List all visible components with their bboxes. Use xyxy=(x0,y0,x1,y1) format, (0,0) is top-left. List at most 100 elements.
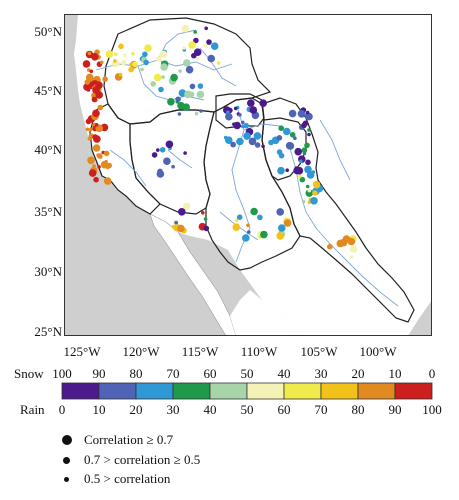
station-marker xyxy=(185,65,194,74)
station-marker xyxy=(307,128,311,132)
river xyxy=(319,119,351,181)
lon-label-120: 120°W xyxy=(122,344,160,359)
station-marker xyxy=(87,156,95,165)
station-marker xyxy=(232,122,236,126)
station-marker xyxy=(304,165,312,174)
station-marker xyxy=(301,147,308,153)
station-marker xyxy=(285,168,290,172)
station-marker xyxy=(128,66,134,73)
lon-label-105: 105°W xyxy=(300,344,338,359)
station-marker xyxy=(310,197,318,205)
station-marker xyxy=(299,176,306,183)
snow-scale-label: 40 xyxy=(277,366,291,381)
station-marker xyxy=(100,60,104,65)
station-marker xyxy=(312,190,318,196)
station-marker xyxy=(170,73,178,82)
snow-scale-label: 50 xyxy=(240,366,254,381)
station-marker xyxy=(98,155,103,159)
rain-scale-label: 40 xyxy=(203,402,217,417)
station-marker xyxy=(188,41,196,49)
snow-scale-label: 70 xyxy=(166,366,180,381)
station-marker xyxy=(293,136,297,140)
rain-scale-label: 90 xyxy=(388,402,402,417)
station-marker xyxy=(150,81,156,87)
station-marker xyxy=(182,202,191,211)
station-marker xyxy=(89,127,93,132)
station-marker xyxy=(203,217,208,221)
station-marker xyxy=(283,127,291,136)
station-marker xyxy=(233,106,238,111)
station-marker xyxy=(277,166,285,175)
station-marker xyxy=(88,169,97,177)
station-marker xyxy=(297,110,306,118)
snow-scale-label: 30 xyxy=(314,366,328,381)
station-marker xyxy=(129,62,133,67)
station-marker xyxy=(305,189,314,197)
map-frame xyxy=(64,14,432,336)
station-marker xyxy=(158,86,164,93)
station-marker xyxy=(131,52,135,56)
station-marker xyxy=(347,237,356,246)
station-marker xyxy=(178,208,186,216)
station-marker xyxy=(236,137,244,146)
stations xyxy=(82,24,358,259)
station-marker xyxy=(260,230,268,239)
station-marker xyxy=(230,141,236,148)
station-marker xyxy=(91,53,99,61)
station-marker xyxy=(177,101,185,110)
rain-scale-label: 80 xyxy=(351,402,365,417)
station-marker xyxy=(193,37,199,44)
station-marker xyxy=(327,243,333,250)
land xyxy=(74,14,432,336)
station-marker xyxy=(104,160,108,164)
station-marker xyxy=(113,59,117,63)
station-marker xyxy=(167,98,175,106)
station-marker xyxy=(93,135,101,143)
lat-label-50: 50°N xyxy=(34,24,62,39)
rain-scale-label: 10 xyxy=(92,402,106,417)
station-marker xyxy=(85,127,90,132)
station-marker xyxy=(178,69,182,73)
station-marker xyxy=(305,184,310,189)
station-marker xyxy=(305,110,310,115)
rain-scale-label: 0 xyxy=(58,402,66,417)
lat-label-30: 30°N xyxy=(34,264,62,279)
baja-peninsula xyxy=(149,213,237,336)
station-marker xyxy=(278,125,285,131)
station-marker xyxy=(191,52,197,59)
station-marker xyxy=(305,159,311,166)
station-marker xyxy=(182,46,186,50)
lat-label-40: 40°N xyxy=(34,142,62,157)
station-marker xyxy=(177,112,182,116)
station-marker xyxy=(183,151,187,155)
rio-grande-basin-outline xyxy=(261,97,415,323)
station-marker xyxy=(298,174,302,179)
lon-label-125: 125°W xyxy=(63,344,101,359)
rain-title: Rain xyxy=(20,402,45,417)
rain-scale-label: 60 xyxy=(277,402,291,417)
station-marker xyxy=(92,144,101,152)
station-marker xyxy=(246,223,250,228)
station-marker xyxy=(82,60,91,68)
station-marker xyxy=(276,149,283,155)
station-marker xyxy=(161,75,165,79)
legend-label: 0.5 > correlation xyxy=(84,471,171,486)
station-marker xyxy=(247,99,255,107)
station-marker xyxy=(349,255,354,259)
station-marker xyxy=(151,152,158,158)
rain-scale-label: 70 xyxy=(314,402,328,417)
lon-label-110: 110°W xyxy=(240,344,278,359)
station-marker xyxy=(183,59,191,67)
snow-scale-label: 20 xyxy=(351,366,365,381)
station-marker xyxy=(204,26,208,31)
station-marker xyxy=(288,109,297,118)
station-marker xyxy=(132,61,138,68)
station-marker xyxy=(307,188,312,193)
lat-label-35: 35°N xyxy=(34,204,62,219)
station-marker xyxy=(97,165,101,169)
station-marker xyxy=(243,122,249,129)
station-marker xyxy=(201,211,205,215)
snow-scale-label: 60 xyxy=(203,366,217,381)
river xyxy=(199,47,237,87)
